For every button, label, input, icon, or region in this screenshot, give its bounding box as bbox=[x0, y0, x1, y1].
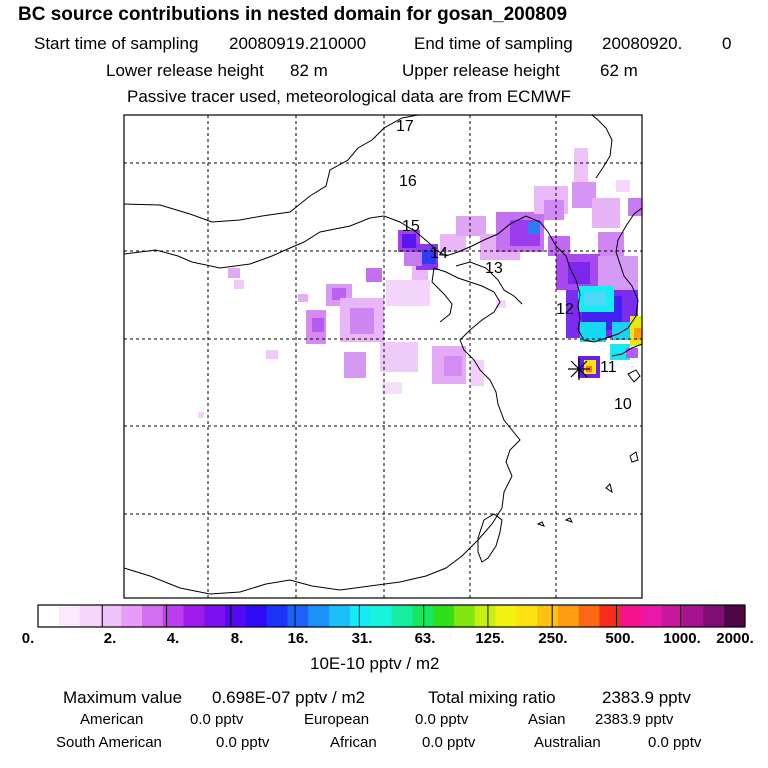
day-label-13: 13 bbox=[485, 260, 503, 277]
colorbar-swatch bbox=[162, 605, 184, 627]
colorbar-swatch bbox=[225, 605, 247, 627]
day-label-11: 11 bbox=[600, 359, 617, 376]
colorbar bbox=[37, 604, 746, 628]
region-american-label: American bbox=[80, 711, 144, 728]
day-label-16: 16 bbox=[399, 173, 417, 190]
region-african-label: African bbox=[330, 734, 377, 751]
colorbar-swatch bbox=[557, 605, 580, 627]
end-time-label: End time of sampling bbox=[414, 34, 573, 53]
region-asian-value: 2383.9 pptv bbox=[595, 711, 674, 728]
colorbar-units: 10E-10 pptv / m2 bbox=[310, 654, 440, 673]
colorbar-swatch bbox=[620, 605, 642, 627]
lower-height-label: Lower release height bbox=[106, 61, 264, 80]
colorbar-swatch bbox=[308, 605, 330, 627]
upper-height-label: Upper release height bbox=[402, 61, 560, 80]
colorbar-tick-63: 63. bbox=[414, 630, 436, 647]
colorbar-tick-500: 500. bbox=[605, 630, 635, 647]
region-european-value: 0.0 pptv bbox=[415, 711, 469, 728]
colorbar-swatch bbox=[724, 605, 746, 627]
max-value: 0.698E-07 pptv / m2 bbox=[212, 688, 366, 707]
colorbar-frame bbox=[37, 604, 746, 628]
colorbar-swatch bbox=[100, 605, 122, 627]
region-south-american-label: South American bbox=[56, 734, 162, 751]
total-mixing-label: Total mixing ratio bbox=[428, 688, 556, 707]
start-time-value: 20080919.210000 bbox=[229, 34, 367, 53]
day-label-14: 14 bbox=[430, 245, 448, 262]
graticule bbox=[124, 115, 642, 598]
region-american-value: 0.0 pptv bbox=[190, 711, 244, 728]
colorbar-swatch bbox=[58, 605, 80, 627]
colorbar-tick-0: 0. bbox=[21, 630, 35, 647]
colorbar-swatch bbox=[537, 605, 559, 627]
colorbar-swatch bbox=[516, 605, 538, 627]
colorbar-tick-2: 2. bbox=[103, 630, 117, 647]
colorbar-swatch bbox=[578, 605, 600, 627]
end-time-suffix: 0 bbox=[722, 34, 732, 53]
colorbar-swatch bbox=[370, 605, 392, 627]
colorbar-swatch bbox=[204, 605, 226, 627]
region-african-value: 0.0 pptv bbox=[422, 734, 476, 751]
coastline bbox=[124, 115, 642, 595]
colorbar-swatch bbox=[349, 605, 372, 627]
colorbar-swatch bbox=[682, 605, 704, 627]
colorbar-tick-8: 8. bbox=[230, 630, 244, 647]
lower-height-value: 82 m bbox=[290, 61, 328, 80]
day-label-10: 10 bbox=[614, 396, 632, 413]
region-asian-label: Asian bbox=[528, 711, 566, 728]
tracer-note: Passive tracer used, meteorological data… bbox=[127, 87, 572, 106]
colorbar-swatch bbox=[38, 605, 60, 627]
upper-height-value: 62 m bbox=[600, 61, 638, 80]
colorbar-swatch bbox=[661, 605, 684, 627]
colorbar-swatch bbox=[79, 605, 101, 627]
region-australian-label: Australian bbox=[534, 734, 601, 751]
colorbar-swatch bbox=[453, 605, 476, 627]
colorbar-tick-4: 4. bbox=[166, 630, 180, 647]
colorbar-swatch bbox=[599, 605, 621, 627]
region-south-american-value: 0.0 pptv bbox=[216, 734, 270, 751]
start-time-label: Start time of sampling bbox=[34, 34, 199, 53]
colorbar-tick-31: 31. bbox=[351, 630, 373, 647]
map-frame bbox=[123, 114, 643, 599]
end-time-value: 20080920. bbox=[602, 34, 683, 53]
colorbar-swatch bbox=[474, 605, 496, 627]
total-mixing-value: 2383.9 pptv bbox=[602, 688, 691, 707]
colorbar-swatch bbox=[391, 605, 413, 627]
colorbar-swatch bbox=[412, 605, 434, 627]
colorbar-tick-1000: 1000. bbox=[663, 630, 701, 647]
colorbar-swatch bbox=[183, 605, 205, 627]
colorbar-tick-16: 16. bbox=[287, 630, 309, 647]
colorbar-tick-250: 250. bbox=[538, 630, 568, 647]
day-label-12: 12 bbox=[556, 301, 574, 318]
plume-field bbox=[198, 148, 642, 418]
colorbar-swatch bbox=[287, 605, 309, 627]
colorbar-swatch bbox=[641, 605, 663, 627]
colorbar-swatch bbox=[703, 605, 725, 627]
release-site-marker bbox=[568, 358, 590, 380]
colorbar-tick-2000: 2000. bbox=[716, 630, 754, 647]
colorbar-swatch bbox=[433, 605, 455, 627]
colorbar-swatch bbox=[245, 605, 268, 627]
colorbar-swatch bbox=[121, 605, 143, 627]
colorbar-swatch bbox=[266, 605, 288, 627]
colorbar-tick-125: 125. bbox=[475, 630, 505, 647]
colorbar-swatch bbox=[495, 605, 517, 627]
max-value-label: Maximum value bbox=[63, 688, 183, 707]
region-australian-value: 0.0 pptv bbox=[648, 734, 702, 751]
plot-title: BC source contributions in nested domain… bbox=[18, 4, 568, 25]
day-label-15: 15 bbox=[402, 218, 420, 235]
colorbar-swatch bbox=[329, 605, 351, 627]
day-label-17: 17 bbox=[396, 118, 414, 135]
colorbar-swatch bbox=[141, 605, 164, 627]
region-european-label: European bbox=[304, 711, 370, 728]
